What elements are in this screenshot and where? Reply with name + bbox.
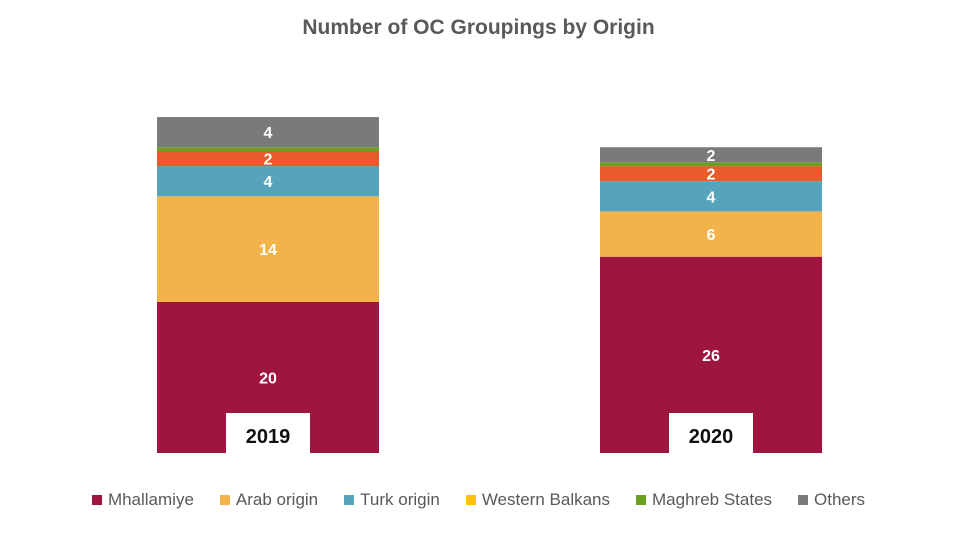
bar-segment-2020-turk-origin <box>600 181 822 212</box>
legend-item-turk-origin: Turk origin <box>344 490 440 510</box>
bar-segment-2019-western-balkans <box>157 151 379 167</box>
legend-item-others: Others <box>798 490 865 510</box>
legend-swatch <box>344 495 355 505</box>
data-label-2019-western-balkans: 2 <box>264 152 273 169</box>
legend-item-arab-origin: Arab origin <box>219 490 319 510</box>
category-label-2020: 2020 <box>689 426 734 448</box>
legend-label: Mhallamiye <box>107 490 194 509</box>
bar-segment-2020-arab-origin <box>600 211 822 257</box>
category-label-2019: 2019 <box>246 426 291 448</box>
bar-segment-2020-western-balkans <box>600 166 822 182</box>
legend-swatch <box>636 495 647 505</box>
legend-label: Others <box>814 490 866 509</box>
chart-legend: Mhallamiye Arab origin Turk origin Western … <box>0 490 957 510</box>
data-label-2020-turk-origin: 4 <box>707 189 716 206</box>
bar-segment-2019-turk-origin <box>157 166 379 197</box>
bar-segment-2019-arab-origin <box>157 196 379 302</box>
legend-swatch <box>465 495 476 505</box>
legend-item-maghreb-states: Maghreb States <box>636 490 772 510</box>
data-label-2020-arab-origin: 6 <box>707 227 716 244</box>
data-label-2020-western-balkans: 2 <box>707 167 716 184</box>
category-label-box-2020 <box>669 413 753 453</box>
bar-segment-2019-maghreb-states <box>157 147 379 151</box>
legend-swatch <box>91 495 102 505</box>
data-label-2019-others: 4 <box>264 125 273 142</box>
data-label-2020-mhallamiye: 26 <box>702 348 720 365</box>
legend-label: Western Balkans <box>481 490 611 509</box>
data-label-2020-others: 2 <box>707 148 716 165</box>
category-label-box-2019 <box>226 413 310 453</box>
chart-title: Number of OC Groupings by Origin <box>302 16 655 39</box>
data-label-2019-mhallamiye: 20 <box>259 371 277 388</box>
data-label-2019-turk-origin: 4 <box>264 174 273 191</box>
legend-item-mhallamiye: Mhallamiye <box>91 490 194 510</box>
bar-segment-2020-maghreb-states <box>600 162 822 167</box>
legend-item-western-balkans: Western Balkans <box>465 490 611 510</box>
legend-label: Arab origin <box>235 490 319 509</box>
data-label-2019-arab-origin: 14 <box>259 242 277 259</box>
legend-label: Turk origin <box>360 490 440 509</box>
legend-swatch <box>798 495 809 505</box>
bar-segment-2020-others <box>600 147 822 163</box>
legend-swatch <box>219 495 230 505</box>
legend-label: Maghreb States <box>652 490 773 509</box>
bar-segment-2019-others <box>157 117 379 148</box>
